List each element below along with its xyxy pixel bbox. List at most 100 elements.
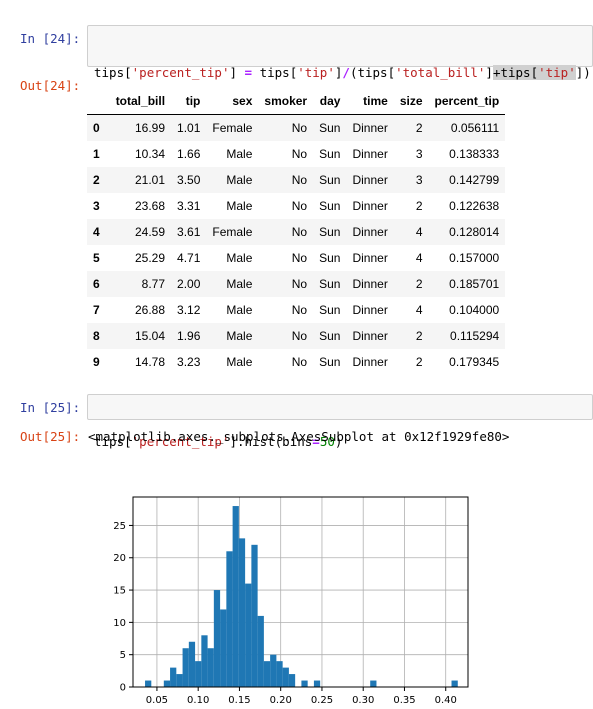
- x-tick-label: 0.15: [228, 695, 250, 706]
- table-cell: Male: [226, 251, 253, 265]
- histogram-bar: [170, 667, 177, 687]
- table-cell: 2: [415, 355, 423, 369]
- table-cell: Sun: [319, 147, 341, 161]
- histogram-bar: [370, 680, 377, 687]
- table-row: 4 24.59 3.61 Female No Sun Dinner 4 0.128014: [87, 219, 506, 245]
- x-tick-label: 0.35: [393, 695, 415, 706]
- code-token: 'percent_tip': [131, 434, 230, 449]
- table-cell: Sun: [319, 121, 341, 135]
- code-token: ]): [575, 65, 591, 80]
- table-cell: 2: [415, 329, 423, 343]
- table-cell: Dinner: [352, 303, 388, 317]
- table-cell: No: [291, 173, 308, 187]
- table-cell: Sun: [319, 173, 341, 187]
- histogram-bar: [276, 661, 283, 687]
- column-header: percent_tip: [428, 88, 506, 115]
- histogram-bar: [201, 635, 208, 687]
- table-cell: 8.77: [141, 277, 166, 291]
- histogram-bar: [195, 661, 202, 687]
- code-token: 'tip': [297, 65, 335, 80]
- table-cell: Sun: [319, 303, 341, 317]
- table-cell: 2.00: [177, 277, 201, 291]
- table-cell: No: [291, 147, 308, 161]
- in-prompt-24: In [24]:: [20, 31, 81, 46]
- code-token: /: [342, 65, 350, 80]
- code-token: =: [244, 65, 253, 80]
- code-line: tips['percent_tip'].hist(bins=50): [94, 433, 586, 450]
- table-cell: 0.122638: [449, 199, 500, 213]
- table-cell: Dinner: [352, 147, 388, 161]
- code-line: tips['percent_tip'] = tips['tip']/(tips[…: [94, 64, 591, 81]
- table-row: 6 8.77 2.00 Male No Sun Dinner 2 0.185701: [87, 271, 506, 297]
- table-cell: Dinner: [352, 277, 388, 291]
- table-cell: 0.115294: [450, 329, 500, 343]
- row-index: 8: [93, 329, 100, 343]
- y-tick-label: 25: [113, 521, 126, 532]
- histogram-bar: [226, 551, 233, 687]
- histogram-bar: [188, 641, 196, 687]
- table-cell: Sun: [319, 355, 341, 369]
- table-cell: 2: [415, 199, 423, 213]
- histogram-bar: [176, 674, 183, 687]
- histogram-bar: [263, 661, 271, 687]
- x-tick-label: 0.30: [352, 695, 374, 706]
- table-cell: No: [291, 121, 308, 135]
- histogram-bar: [145, 680, 152, 687]
- histogram-bar: [301, 680, 308, 687]
- table-cell: 0.138333: [449, 147, 500, 161]
- code-token: ]: [485, 65, 493, 80]
- histogram-bar: [288, 674, 296, 687]
- code-token: tips[: [94, 65, 132, 80]
- column-header: smoker: [258, 88, 314, 115]
- code-token: ]: [334, 65, 343, 80]
- table-cell: 2: [415, 121, 423, 135]
- table-cell: 0.179345: [449, 355, 500, 369]
- y-tick-label: 15: [113, 586, 126, 597]
- histogram-bar: [270, 654, 277, 687]
- y-tick-label: 10: [113, 618, 126, 629]
- table-row: 0 16.99 1.01 Female No Sun Dinner 2 0.056111: [87, 114, 506, 141]
- code-token: ].hist(bins: [229, 434, 313, 449]
- ticks: 0.05 0.10 0.15 0.20 0.25 0.30 0.35 0.40 0 5 10 15 20…: [113, 521, 457, 706]
- table-cell: No: [291, 303, 308, 317]
- table-cell: 1.66: [177, 147, 201, 161]
- code-token: 'tip': [538, 65, 576, 80]
- code-token: tips[: [94, 434, 132, 449]
- code-token: (tips[: [349, 65, 396, 80]
- code-token: tips[: [252, 65, 298, 80]
- code-token: ]: [229, 65, 245, 80]
- column-header: sex: [206, 88, 259, 115]
- table-cell: 16.99: [135, 121, 166, 135]
- table-cell: Dinner: [352, 251, 388, 265]
- histogram-bar: [163, 680, 171, 687]
- code-cell-25[interactable]: tips['percent_tip'].hist(bins=50): [87, 394, 593, 449]
- histogram-bar: [207, 648, 214, 687]
- x-tick-label: 0.25: [311, 695, 333, 706]
- histogram-bar: [257, 615, 264, 687]
- code-token: 'percent_tip': [131, 65, 230, 80]
- column-header: time: [346, 88, 394, 115]
- table-cell: Sun: [319, 225, 341, 239]
- code-cell-24[interactable]: tips['percent_tip'] = tips['tip']/(tips[…: [87, 25, 593, 131]
- row-index: 3: [93, 199, 100, 213]
- code-token: =: [312, 434, 320, 449]
- table-row: 8 15.04 1.96 Male No Sun Dinner 2 0.115294: [87, 323, 506, 349]
- column-header: day: [313, 88, 347, 115]
- row-index: 5: [93, 251, 100, 265]
- table-cell: Male: [226, 303, 253, 317]
- row-index: 9: [93, 355, 100, 369]
- histogram-bar: [282, 667, 289, 687]
- table-cell: 14.78: [135, 355, 166, 369]
- x-tick-label: 0.40: [435, 695, 457, 706]
- table-cell: 3.61: [177, 225, 201, 239]
- histogram-chart: 0.05 0.10 0.15 0.20 0.25 0.30 0.35 0.40 0 5 10 15 20…: [113, 496, 469, 706]
- row-index: 0: [93, 121, 100, 135]
- table-cell: 3.50: [177, 173, 201, 187]
- code-token: 'total_bill': [395, 65, 486, 80]
- code-token: 50: [319, 434, 335, 449]
- axes-frame: [132, 496, 469, 688]
- table-cell: No: [291, 199, 308, 213]
- dataframe-table: total_bill tip sex smoker day time size percent…: [87, 88, 506, 375]
- table-cell: Female: [212, 225, 253, 239]
- histogram-bar: [238, 538, 246, 687]
